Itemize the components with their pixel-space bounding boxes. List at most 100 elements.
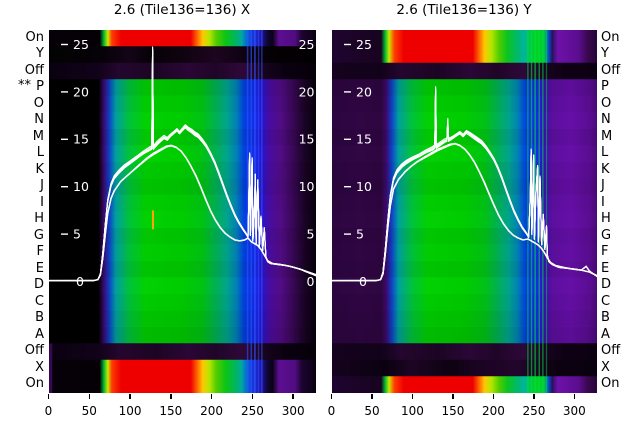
row-label: O <box>601 95 612 111</box>
row-label: I <box>601 194 605 210</box>
row-label: B <box>601 310 610 326</box>
row-label: D <box>33 277 44 293</box>
heatmap-row <box>48 210 316 228</box>
row-label: Off <box>24 62 44 78</box>
row-shade <box>48 227 316 244</box>
row-label: A <box>35 326 44 342</box>
x-tick-mark <box>573 393 576 399</box>
y-tick-label-right: 15 <box>298 131 314 146</box>
panel-title-x: 2.6 (Tile136=136) X <box>113 2 251 18</box>
y-tick-label-left: 10 <box>356 179 372 194</box>
row-label: On <box>601 29 620 45</box>
x-tick-label: 200 <box>200 403 224 418</box>
row-label: L <box>36 145 44 161</box>
heatmap-row <box>331 375 597 393</box>
stripe-artifact <box>260 29 263 393</box>
x-tick-mark <box>210 393 213 399</box>
white-curve-outlier <box>48 144 316 281</box>
row-label: F <box>601 244 609 260</box>
x-tick-label: 50 <box>364 403 380 418</box>
x-tick-mark <box>411 393 414 399</box>
white-curve-bundle <box>331 89 597 281</box>
row-label: M <box>601 128 613 144</box>
x-tick-label: 100 <box>400 403 424 418</box>
row-label: J <box>40 178 44 194</box>
row-label: On <box>25 29 44 45</box>
x-tick-mark <box>452 393 454 399</box>
x-tick-mark <box>533 393 535 399</box>
y-tick-label-right: 10 <box>298 179 314 194</box>
row-shade <box>49 244 317 261</box>
stripe-artifact <box>526 29 529 393</box>
row-label: G <box>33 227 44 243</box>
y-tick-label-left: 15 <box>73 131 89 146</box>
x-tick-label: 0 <box>327 403 336 418</box>
x-tick-label: 100 <box>118 403 142 418</box>
row-label: X <box>601 359 610 375</box>
row-label: G <box>601 227 612 243</box>
heatmap-row <box>331 144 597 162</box>
heatmap-row <box>48 359 316 377</box>
row-label: C <box>34 293 44 309</box>
x-tick-mark <box>129 393 131 399</box>
row-label: L <box>601 145 609 161</box>
flag-asterisks: ** <box>18 78 31 94</box>
row-label: B <box>35 310 44 326</box>
heatmap-panel-x: 25 25 20 20 15 15 10 10 5 5 0 0 <box>48 29 317 393</box>
heatmap-panel-y: 25 20 15 10 5 0 <box>331 29 598 393</box>
row-label: N <box>601 112 611 128</box>
row-label: Off <box>601 62 621 78</box>
row-label: N <box>34 112 44 128</box>
row-label: Y <box>601 46 609 62</box>
row-label: A <box>601 326 610 342</box>
y-tick-label-right: 25 <box>298 36 314 51</box>
row-shade <box>48 326 316 343</box>
y-tick-label-right: 5 <box>306 226 314 241</box>
row-label: Off <box>601 343 621 359</box>
row-label: On <box>601 376 620 392</box>
row-shade <box>48 178 316 195</box>
heatmap-row <box>48 95 316 113</box>
row-shade <box>332 244 598 261</box>
heatmap-row <box>331 276 597 294</box>
row-shade <box>48 260 316 277</box>
heatmap-row <box>48 309 316 327</box>
heatmap-row <box>48 276 316 294</box>
orange-marker <box>151 209 154 229</box>
stripe-artifact <box>253 29 256 393</box>
x-tick-label: 0 <box>44 403 53 418</box>
heatmap-row <box>331 210 597 228</box>
y-tick-label-left: 20 <box>356 84 372 99</box>
row-labels-right: On Y Off P O N M L K J I H G F E D C B A Off X On <box>601 0 640 440</box>
white-curve-bundle <box>48 49 316 281</box>
row-shade <box>331 310 597 327</box>
stripe-artifact <box>545 29 547 393</box>
stripe-artifact <box>246 29 248 393</box>
row-label: H <box>34 211 44 227</box>
y-tick-label-left: 10 <box>73 179 89 194</box>
row-label: X <box>35 359 44 375</box>
row-shade <box>331 161 597 178</box>
heatmap-row <box>331 62 597 80</box>
row-shade <box>331 260 597 277</box>
row-label: P <box>36 79 44 95</box>
row-shade <box>332 294 598 311</box>
row-shade <box>331 227 597 244</box>
edge-column-artifact <box>48 343 52 393</box>
row-label: O <box>33 95 44 111</box>
heatmap-row <box>48 45 316 63</box>
row-label: E <box>35 260 44 276</box>
y-tick-label-right: 0 <box>306 273 314 288</box>
x-tick-label: 250 <box>240 403 264 418</box>
row-shade <box>49 195 317 212</box>
heatmap-row <box>48 375 316 393</box>
heatmap-row <box>48 260 316 278</box>
x-tick-label: 150 <box>441 403 465 418</box>
row-shade <box>49 96 317 113</box>
y-tick-label-left: 5 <box>73 226 81 241</box>
row-label: K <box>35 161 44 177</box>
y-tick-label-left: 0 <box>76 273 84 288</box>
row-label: C <box>601 293 611 309</box>
x-tick-label: 300 <box>562 403 586 418</box>
